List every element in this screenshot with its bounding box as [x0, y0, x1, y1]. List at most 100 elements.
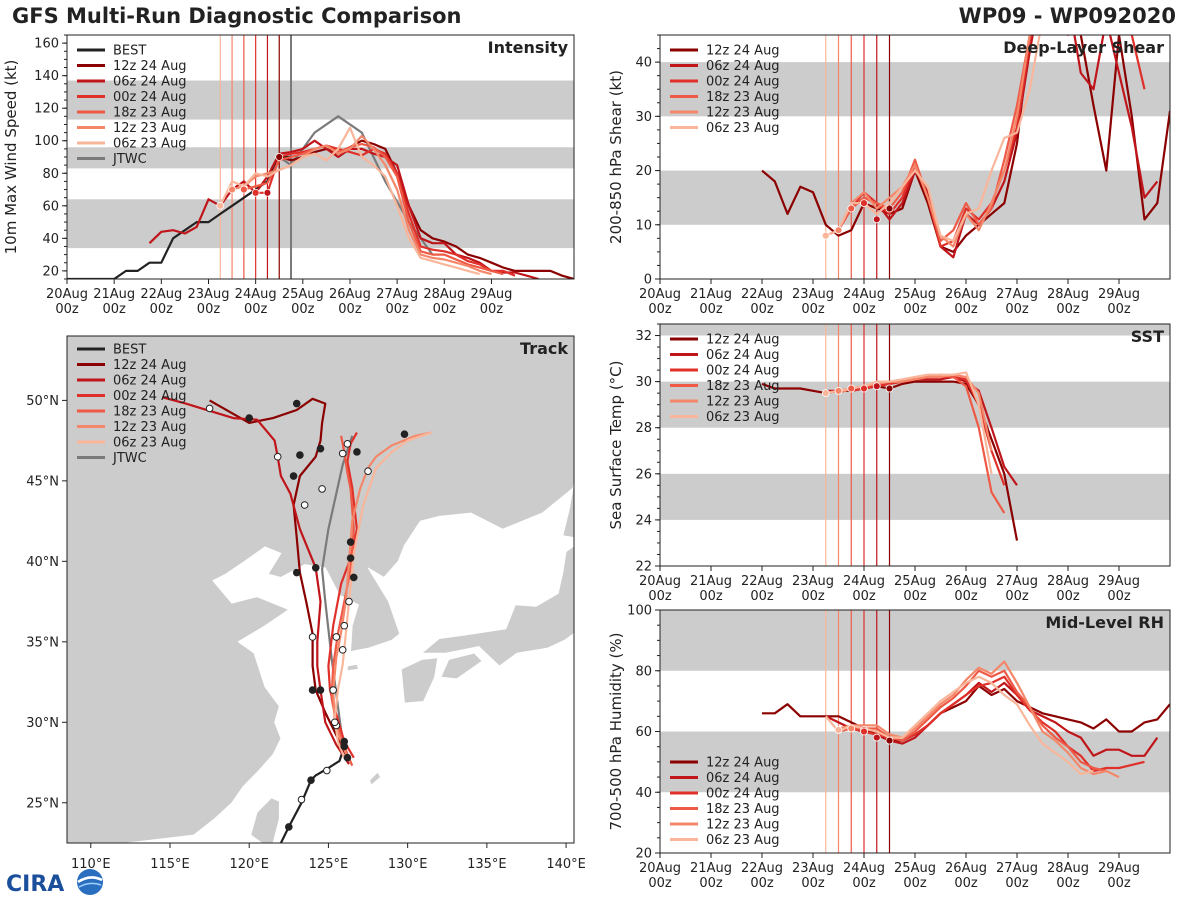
xtick-label-hour: 00z: [954, 589, 978, 604]
legend-label-jtwc: JTWC: [112, 152, 147, 167]
xtick-label: 28Aug: [423, 287, 465, 302]
legend-label-jtwc: JTWC: [112, 451, 147, 466]
legend-label-12z-24-aug: 12z 24 Aug: [113, 358, 187, 373]
track-point-12z-23-aug: [346, 538, 355, 546]
xtick-label: 23Aug: [792, 287, 834, 302]
xtick-label: 26Aug: [329, 287, 371, 302]
cira-logo: CIRA: [6, 869, 103, 897]
xtick-label: 22Aug: [140, 287, 182, 302]
xtick-label-hour: 00z: [1005, 589, 1029, 604]
ytick-label: 100: [627, 604, 652, 619]
panel-title: SST: [1131, 327, 1164, 346]
xtick-label-hour: 00z: [648, 589, 672, 604]
ytick-label: 24: [635, 513, 652, 528]
xtick-label: 26Aug: [945, 287, 987, 302]
track-12z-24-aug: [209, 397, 349, 759]
init-marker-00z-24-aug: [860, 727, 868, 736]
track-point-jtwc: [340, 742, 349, 751]
legend-label-best: BEST: [113, 343, 146, 358]
xtick-label: 140°E: [546, 857, 586, 872]
track-point-00z-24-aug: [343, 440, 352, 448]
intensity-panel: 2040608010012014016020Aug00z21Aug00z22Au…: [2, 34, 575, 317]
track-point-06z-24-aug: [311, 563, 320, 572]
xtick-label: 125°E: [309, 857, 349, 872]
init-marker-06z-23-aug: [216, 201, 225, 210]
hokkaido: [562, 481, 574, 538]
ytick-label: 80: [42, 167, 59, 182]
ytick-label: 60: [42, 199, 59, 214]
legend-label-00z-24-aug: 00z 24 Aug: [113, 90, 187, 105]
ytick-label: 100: [34, 134, 59, 149]
track-point-12z-23-aug: [332, 633, 341, 641]
xtick-label-hour: 00z: [903, 589, 927, 604]
track-point-06z-24-aug: [316, 686, 325, 694]
xtick-label-hour: 00z: [954, 302, 978, 317]
track-point-12z-23-aug: [338, 449, 347, 458]
rh-panel: 2040608010020Aug00z21Aug00z22Aug00z23Aug…: [607, 604, 1171, 891]
xtick-label: 135°E: [467, 857, 507, 872]
init-marker-00z-24-aug: [860, 384, 868, 393]
sst-panel: 22242628303220Aug00z21Aug00z22Aug00z23Au…: [607, 323, 1171, 604]
xtick-label-hour: 00z: [852, 302, 876, 317]
band: [660, 170, 1170, 225]
xtick-label-hour: 00z: [954, 876, 978, 891]
xtick-label-hour: 00z: [801, 876, 825, 891]
legend-label-12z-23-aug: 12z 23 Aug: [706, 818, 780, 833]
xtick-label: 20Aug: [639, 287, 681, 302]
ytick-label: 20: [635, 164, 652, 179]
xtick-label-hour: 00z: [1056, 589, 1080, 604]
legend-label-18z-23-aug: 18z 23 Aug: [706, 379, 780, 394]
track-point-06z-24-aug: [300, 501, 309, 509]
track-point-best: [323, 766, 331, 775]
xtick-label-hour: 00z: [338, 302, 362, 317]
ytick-label: 28: [635, 421, 652, 436]
legend-label-06z-24-aug: 06z 24 Aug: [706, 59, 780, 74]
okinawa: [369, 771, 382, 786]
legend-label-06z-24-aug: 06z 24 Aug: [113, 374, 187, 389]
legend-label-00z-24-aug: 00z 24 Aug: [706, 75, 780, 90]
xtick-label: 25Aug: [894, 287, 936, 302]
xtick-label: 23Aug: [188, 287, 230, 302]
init-marker-12z-23-aug: [847, 724, 856, 733]
xtick-label-hour: 00z: [1005, 302, 1029, 317]
track-jtwc: [321, 435, 354, 747]
track-point-best: [297, 795, 306, 804]
legend-label-06z-23-aug: 06z 23 Aug: [706, 833, 780, 848]
xtick-label-hour: 00z: [699, 302, 723, 317]
xtick-label: 24Aug: [235, 287, 277, 302]
y-axis-label: 200-850 hPa Shear (kt): [607, 70, 625, 244]
track-point-18z-23-aug: [349, 573, 358, 582]
ytick-label: 50°N: [26, 394, 59, 409]
init-marker-06z-23-aug: [821, 389, 830, 398]
legend-label-12z-23-aug: 12z 23 Aug: [706, 395, 780, 410]
track-point-12z-24-aug: [205, 404, 214, 413]
track-point-best: [307, 776, 315, 785]
series-12z-24-aug: [762, 684, 1170, 742]
legend-label-06z-24-aug: 06z 24 Aug: [706, 348, 780, 363]
honshu: [420, 545, 574, 667]
legend-label-best: BEST: [113, 44, 146, 59]
init-marker-06z-23-aug: [821, 231, 830, 240]
series-12z-23-aug: [838, 660, 1120, 779]
xtick-label: 115°E: [150, 857, 190, 872]
xtick-label: 27Aug: [996, 574, 1038, 589]
init-marker-06z-24-aug: [872, 382, 881, 391]
init-marker-06z-24-aug: [263, 188, 272, 197]
xtick-label-hour: 00z: [197, 302, 221, 317]
init-marker-12z-24-aug: [885, 736, 894, 745]
xtick-label-hour: 00z: [480, 302, 504, 317]
xtick-label-hour: 00z: [903, 302, 927, 317]
init-marker-12z-24-aug: [275, 153, 284, 161]
xtick-label: 23Aug: [792, 574, 834, 589]
shear-panel: 01020304020Aug00z21Aug00z22Aug00z23Aug00…: [607, 34, 1171, 317]
xtick-label: 27Aug: [996, 287, 1038, 302]
series-06z-23-aug: [824, 675, 1094, 776]
ytick-label: 80: [635, 664, 652, 679]
xtick-label-hour: 00z: [852, 876, 876, 891]
panel-title: Mid-Level RH: [1045, 613, 1164, 632]
series-06z-24-aug: [148, 139, 539, 279]
y-axis-label: Sea Surface Temp (°C): [607, 360, 625, 529]
xtick-label-hour: 00z: [244, 302, 268, 317]
legend-label-06z-23-aug: 06z 23 Aug: [113, 436, 187, 451]
panel-title: Track: [520, 339, 568, 358]
